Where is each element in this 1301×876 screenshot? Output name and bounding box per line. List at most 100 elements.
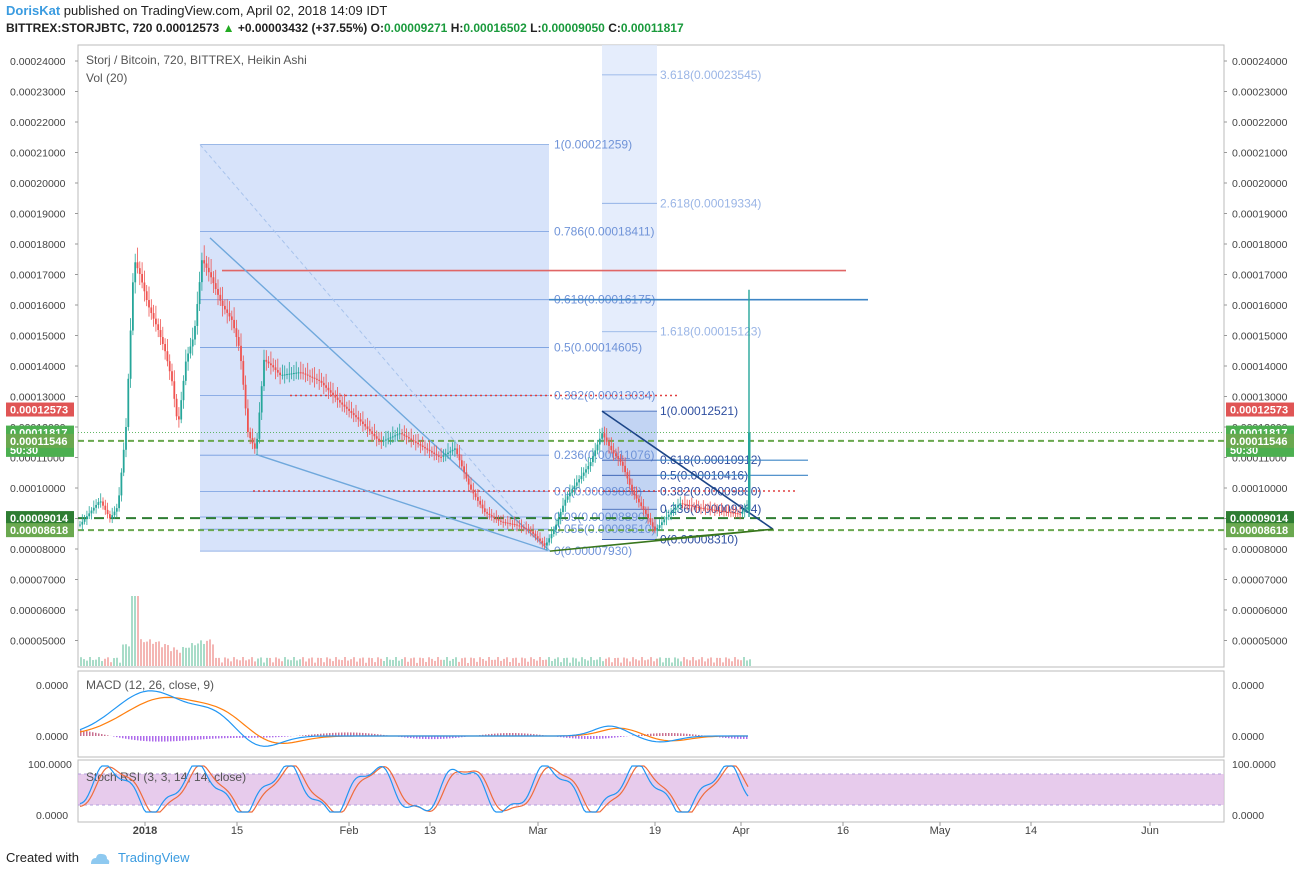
macd-hist-bar bbox=[695, 734, 697, 736]
volume-bar bbox=[290, 660, 292, 666]
macd-hist-bar bbox=[641, 734, 643, 736]
candle-body bbox=[161, 337, 164, 345]
volume-bar bbox=[731, 661, 733, 666]
macd-hist-bar bbox=[200, 736, 202, 740]
candle-body bbox=[661, 522, 663, 526]
volume-bar bbox=[623, 657, 625, 666]
macd-hist-bar bbox=[287, 736, 289, 737]
y-tick-label-left: 0.00020000 bbox=[10, 178, 66, 190]
volume-bar bbox=[722, 662, 724, 666]
macd-hist-bar bbox=[122, 736, 124, 739]
candle-body bbox=[619, 458, 622, 462]
candle-body bbox=[382, 440, 385, 442]
macd-hist-bar bbox=[617, 736, 619, 738]
candle-body bbox=[81, 521, 84, 525]
macd-hist-bar bbox=[215, 736, 217, 739]
macd-hist-bar bbox=[329, 733, 331, 736]
fib-ext-label: 1.618(0.00015123) bbox=[660, 325, 761, 339]
volume-bar bbox=[254, 661, 256, 666]
candle-body bbox=[555, 524, 557, 530]
tradingview-link[interactable]: TradingView bbox=[118, 850, 190, 865]
candle-body bbox=[313, 377, 316, 379]
volume-bar bbox=[263, 662, 265, 666]
macd-hist-bar bbox=[314, 734, 316, 736]
candle-body bbox=[697, 507, 700, 509]
candle-body bbox=[608, 441, 610, 446]
low-value: 0.00009050 bbox=[541, 21, 605, 35]
volume-bar bbox=[515, 657, 517, 666]
macd-hist-bar bbox=[656, 733, 658, 736]
close-value: 0.00011817 bbox=[620, 21, 684, 35]
candle-body bbox=[506, 522, 509, 524]
candle-body bbox=[525, 528, 528, 530]
candle-body bbox=[272, 365, 275, 368]
volume-bar bbox=[440, 659, 442, 666]
volume-bar bbox=[221, 662, 223, 666]
volume-bar bbox=[362, 657, 364, 666]
volume-bar bbox=[719, 657, 721, 666]
candle-body bbox=[235, 328, 238, 338]
candle-body bbox=[743, 509, 746, 512]
candle-body bbox=[615, 453, 617, 457]
candle-body bbox=[472, 489, 475, 494]
volume-bar bbox=[422, 658, 424, 666]
volume-bar bbox=[356, 661, 358, 666]
volume-bar bbox=[92, 660, 94, 666]
candle-body bbox=[359, 419, 362, 422]
volume-bar bbox=[635, 659, 637, 666]
candle-body bbox=[477, 497, 479, 501]
candle-body bbox=[226, 309, 229, 313]
volume-bar bbox=[80, 657, 82, 666]
x-tick-label: Mar bbox=[529, 825, 548, 837]
volume-bar bbox=[518, 662, 520, 666]
price-badge-left bbox=[6, 511, 74, 526]
volume-bar bbox=[419, 657, 421, 666]
macd-hist-bar bbox=[197, 736, 199, 740]
macd-hist-bar bbox=[581, 736, 583, 739]
volume-bar bbox=[569, 662, 571, 666]
candle-body bbox=[92, 507, 95, 511]
candle-body bbox=[316, 378, 318, 380]
candle-body bbox=[587, 466, 590, 470]
macd-hist-bar bbox=[434, 736, 436, 740]
candle-body bbox=[564, 499, 567, 506]
last-price: 0.00012573 bbox=[155, 21, 220, 35]
tradingview-logo-icon bbox=[90, 853, 109, 864]
macd-hist-bar bbox=[131, 736, 133, 740]
volume-bar bbox=[248, 659, 250, 666]
candle-body bbox=[230, 316, 233, 320]
volume-bar bbox=[359, 658, 361, 666]
x-tick-label: 16 bbox=[837, 825, 849, 837]
volume-bar bbox=[293, 657, 295, 666]
candle-body bbox=[640, 502, 643, 507]
candle-body bbox=[136, 262, 139, 269]
macd-hist-bar bbox=[134, 736, 136, 741]
author-link[interactable]: DorisKat bbox=[6, 3, 61, 18]
volume-bar bbox=[479, 657, 481, 666]
volume-bar bbox=[458, 661, 460, 666]
volume-bar bbox=[689, 660, 691, 666]
macd-hist-bar bbox=[653, 733, 655, 736]
macd-hist-bar bbox=[722, 736, 724, 738]
candle-body bbox=[734, 512, 737, 514]
volume-bar bbox=[134, 596, 136, 666]
symbol: BITTREX:STORJBTC, 720 bbox=[6, 21, 153, 35]
candle-body bbox=[168, 361, 171, 372]
candle-body bbox=[345, 406, 348, 409]
candle-body bbox=[426, 448, 429, 450]
macd-hist-bar bbox=[257, 736, 259, 738]
macd-hist-bar bbox=[377, 734, 379, 736]
y-tick-label-right: 0.00015000 bbox=[1232, 331, 1288, 343]
macd-hist-bar bbox=[737, 736, 739, 739]
candle-body bbox=[109, 514, 111, 519]
macd-hist-bar bbox=[101, 734, 103, 736]
volume-bar bbox=[434, 660, 436, 666]
candle-body bbox=[449, 451, 452, 453]
candle-body bbox=[196, 304, 199, 326]
candle-body bbox=[270, 363, 272, 366]
macd-hist-bar bbox=[203, 736, 205, 740]
candle-body bbox=[684, 503, 686, 505]
macd-hist-bar bbox=[284, 736, 286, 737]
macd-hist-bar bbox=[170, 736, 172, 742]
